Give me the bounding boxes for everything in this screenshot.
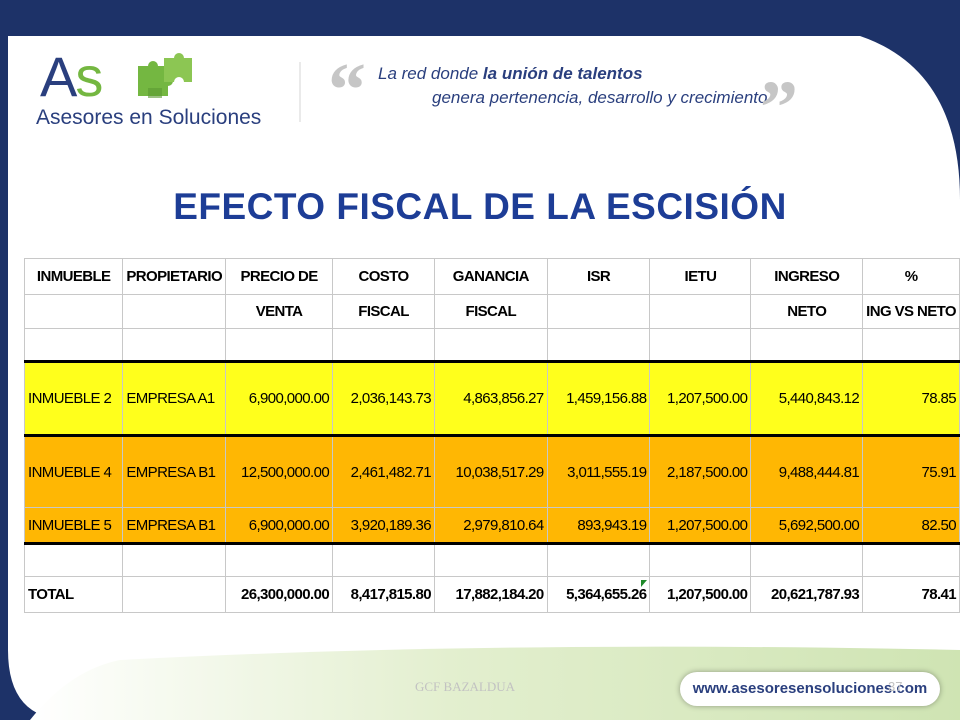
property-cell: INMUEBLE 2 [23, 360, 124, 437]
empty-cell [332, 543, 435, 577]
slide-title: EFECTO FISCAL DE LA ESCISIÓN [173, 186, 787, 227]
net-income-cell: 5,692,500.00 [750, 507, 864, 545]
puzzle-pieces-icon [138, 53, 192, 98]
table-row-inmueble-5: INMUEBLE 5 EMPRESA B1 6,900,000.00 3,920… [23, 507, 960, 545]
isr-cell: 1,459,156.88 [546, 360, 651, 437]
header-cell [546, 294, 651, 329]
company-logo: As Asesores en Soluciones [36, 45, 296, 138]
header-cell: VENTA [225, 294, 334, 329]
header-row-2: VENTA FISCAL FISCAL NETO ING VS NETO [23, 294, 960, 329]
header-cell: ISR [546, 258, 651, 295]
footer-author: GCF BAZALDUA [415, 679, 516, 694]
empty-cell [122, 328, 227, 362]
page-number: 37 [888, 679, 903, 694]
fiscal-gain-cell: 10,038,517.29 [433, 434, 548, 508]
sale-price-cell: 6,900,000.00 [225, 507, 334, 545]
logo-letters: As [40, 44, 103, 109]
empty-cell [649, 328, 752, 362]
total-isr-cell: 5,364,655.26 [546, 576, 651, 613]
empty-cell [122, 543, 227, 577]
logo-letter-s: s [75, 45, 103, 108]
empty-cell [23, 543, 124, 577]
total-percent-cell: 78.41 [862, 576, 960, 613]
isr-cell: 893,943.19 [546, 507, 651, 545]
fiscal-gain-cell: 2,979,810.64 [433, 507, 548, 545]
fiscal-effect-table: INMUEBLE PROPIETARIO PRECIO DE COSTO GAN… [23, 258, 960, 613]
header-cell: % [862, 258, 960, 295]
total-ietu-cell: 1,207,500.00 [649, 576, 752, 613]
empty-cell [750, 328, 864, 362]
tagline-line-2: genera pertenencia, desarrollo y crecimi… [432, 88, 768, 107]
header-cell: FISCAL [433, 294, 548, 329]
open-quote-icon: “ [328, 48, 366, 132]
close-quote-icon: ” [760, 66, 798, 150]
total-fiscal-cost-cell: 8,417,815.80 [332, 576, 435, 613]
fiscal-gain-cell: 4,863,856.27 [433, 360, 548, 437]
header-cell: COSTO [332, 258, 435, 295]
header-row-1: INMUEBLE PROPIETARIO PRECIO DE COSTO GAN… [23, 258, 960, 295]
empty-cell [546, 328, 651, 362]
header-cell [122, 294, 227, 329]
empty-cell [862, 543, 960, 577]
tagline-line-1-regular: La red donde [378, 64, 483, 83]
percent-cell: 75.91 [862, 434, 960, 508]
logo-letter-a: A [40, 45, 77, 108]
ietu-cell: 2,187,500.00 [649, 434, 752, 508]
website-link[interactable]: www.asesoresensoluciones.com [680, 672, 940, 706]
net-income-cell: 5,440,843.12 [750, 360, 864, 437]
owner-cell: EMPRESA A1 [122, 360, 227, 437]
empty-cell [750, 543, 864, 577]
sale-price-cell: 6,900,000.00 [225, 360, 334, 437]
header-cell: INGRESO [750, 258, 864, 295]
fiscal-cost-cell: 3,920,189.36 [332, 507, 435, 545]
header-cell: FISCAL [332, 294, 435, 329]
header-cell [23, 294, 124, 329]
empty-cell [225, 328, 334, 362]
tagline-line-1-bold: la unión de talentos [482, 64, 643, 83]
total-sale-price-cell: 26,300,000.00 [225, 576, 334, 613]
total-fiscal-gain-cell: 17,882,184.20 [433, 576, 548, 613]
header-cell [649, 294, 752, 329]
net-income-cell: 9,488,444.81 [750, 434, 864, 508]
total-net-income-cell: 20,621,787.93 [750, 576, 864, 613]
property-cell: INMUEBLE 5 [23, 507, 124, 545]
table-row-total: TOTAL 26,300,000.00 8,417,815.80 17,882,… [23, 576, 960, 613]
fiscal-cost-cell: 2,461,482.71 [332, 434, 435, 508]
empty-cell [649, 543, 752, 577]
tagline-line-1: La red donde la unión de talentos [378, 64, 643, 84]
empty-cell [546, 543, 651, 577]
owner-cell: EMPRESA B1 [122, 434, 227, 508]
header-cell: PRECIO DE [225, 258, 334, 295]
total-label-cell: TOTAL [23, 576, 124, 613]
empty-cell [433, 328, 548, 362]
ietu-cell: 1,207,500.00 [649, 360, 752, 437]
header-cell: GANANCIA [433, 258, 548, 295]
header-cell: ING VS NETO [862, 294, 960, 329]
sale-price-cell: 12,500,000.00 [225, 434, 334, 508]
empty-cell [23, 328, 124, 362]
header-cell: PROPIETARIO [122, 258, 227, 295]
header-cell: NETO [750, 294, 864, 329]
table-row-inmueble-2: INMUEBLE 2 EMPRESA A1 6,900,000.00 2,036… [23, 360, 960, 437]
fiscal-cost-cell: 2,036,143.73 [332, 360, 435, 437]
percent-cell: 78.85 [862, 360, 960, 437]
empty-cell [122, 576, 227, 613]
percent-cell: 82.50 [862, 507, 960, 545]
empty-row [23, 543, 960, 577]
cell-comment-indicator-icon [641, 580, 647, 587]
ietu-cell: 1,207,500.00 [649, 507, 752, 545]
owner-cell: EMPRESA B1 [122, 507, 227, 545]
header-cell: IETU [649, 258, 752, 295]
empty-cell [332, 328, 435, 362]
empty-cell [433, 543, 548, 577]
empty-row [23, 328, 960, 362]
empty-cell [225, 543, 334, 577]
empty-cell [862, 328, 960, 362]
table-row-inmueble-4: INMUEBLE 4 EMPRESA B1 12,500,000.00 2,46… [23, 434, 960, 508]
logo-company-name: Asesores en Soluciones [36, 106, 262, 129]
header-cell: INMUEBLE [23, 258, 124, 295]
isr-cell: 3,011,555.19 [546, 434, 651, 508]
website-url[interactable]: www.asesoresensoluciones.com [692, 680, 928, 697]
property-cell: INMUEBLE 4 [23, 434, 124, 508]
